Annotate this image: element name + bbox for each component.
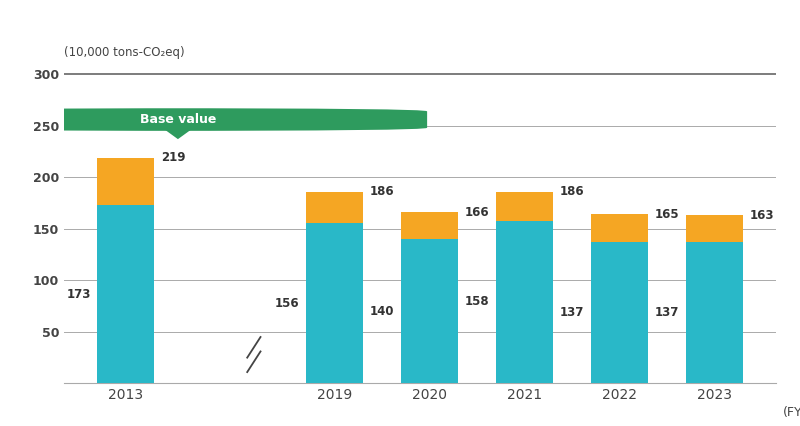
Text: 158: 158 [465,296,490,308]
Text: 137: 137 [560,306,584,320]
Text: 173: 173 [66,288,90,301]
Polygon shape [164,129,192,139]
Text: 156: 156 [275,296,299,310]
Bar [686,216,742,242]
Bar [591,242,648,383]
Text: 165: 165 [654,208,679,221]
Bar [401,239,458,383]
Text: 186: 186 [370,185,394,198]
Text: (10,000 tons-CO₂eq): (10,000 tons-CO₂eq) [64,46,185,59]
Text: 166: 166 [465,206,490,219]
Text: 163: 163 [750,209,774,222]
Bar [496,192,553,221]
Bar [686,242,742,383]
Bar [306,223,363,383]
Bar [98,205,154,383]
Bar [591,214,648,242]
Text: 186: 186 [559,185,584,198]
FancyBboxPatch shape [0,108,427,131]
Text: 137: 137 [654,306,679,320]
Bar [401,212,458,239]
Text: Base value: Base value [140,113,216,126]
Text: 219: 219 [161,151,186,164]
Text: (FY): (FY) [783,406,800,419]
Bar [98,158,154,205]
Bar [306,192,363,223]
Text: 140: 140 [370,305,394,318]
Bar [496,221,553,383]
